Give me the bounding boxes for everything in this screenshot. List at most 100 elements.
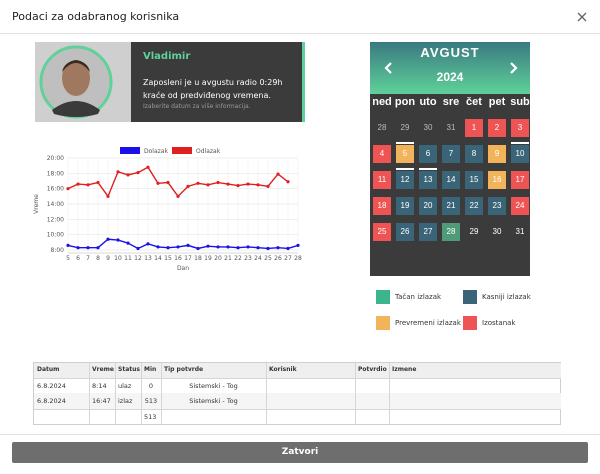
column-header: Izmene: [392, 366, 417, 373]
day-cell: [511, 119, 529, 137]
x-tick-label: 6: [76, 255, 80, 262]
day-cell: [396, 197, 414, 215]
day-label[interactable]: 4: [379, 149, 385, 158]
data-point: [276, 246, 280, 250]
day-label[interactable]: 23: [492, 201, 502, 210]
day-label[interactable]: 13: [423, 175, 433, 184]
profile-hint: Izaberite datum za više informacija.: [143, 103, 251, 110]
modal-header: [0, 0, 600, 34]
day-cell: [465, 119, 483, 137]
day-label[interactable]: 18: [377, 201, 387, 210]
day-label[interactable]: 20: [423, 201, 433, 210]
day-cell: [465, 171, 483, 189]
day-label[interactable]: 21: [446, 201, 456, 210]
next-month[interactable]: [508, 62, 518, 74]
day-label[interactable]: 29: [469, 227, 479, 236]
day-label[interactable]: 12: [400, 175, 410, 184]
day-label[interactable]: 5: [402, 149, 408, 158]
y-tick-label: 10:00: [47, 232, 64, 239]
day-label[interactable]: 17: [515, 175, 525, 184]
y-tick-label: 8:00: [51, 247, 65, 254]
cell: Sistemski - Tog: [189, 397, 238, 405]
cell: 8:14: [92, 382, 107, 390]
day-label[interactable]: 19: [400, 201, 410, 210]
day-label[interactable]: 25: [377, 227, 387, 236]
cell: 513: [144, 397, 158, 405]
day-label[interactable]: 28: [377, 123, 387, 132]
day-label[interactable]: 8: [471, 149, 477, 158]
day-label[interactable]: 31: [446, 123, 456, 132]
legend-swatch: [463, 316, 477, 330]
data-point: [266, 246, 270, 251]
weekday: pet: [488, 96, 506, 108]
x-tick-label: 7: [86, 255, 90, 262]
data-point: [66, 187, 70, 191]
data-point: [66, 243, 70, 247]
x-tick-label: 10: [114, 255, 122, 262]
column-header: Min: [144, 366, 157, 373]
day-label[interactable]: 16: [492, 175, 502, 184]
close-button[interactable]: [576, 11, 588, 23]
weekday: pon: [394, 96, 416, 108]
legend-swatch: [120, 147, 140, 154]
day-label[interactable]: 14: [446, 175, 456, 184]
calendar-year: 2024: [436, 70, 464, 84]
cell: 16:47: [92, 397, 111, 405]
day-label[interactable]: 15: [469, 175, 479, 184]
data-point: [196, 246, 200, 251]
data-point: [86, 183, 90, 187]
x-axis-label: Dan: [177, 265, 189, 272]
data-point: [86, 246, 90, 250]
data-point: [106, 237, 110, 241]
day-label[interactable]: 10: [515, 149, 525, 158]
modal-title: Podaci za odabranog korisnika: [12, 10, 180, 23]
day-cell: [419, 223, 437, 241]
cell: Sistemski - Tog: [189, 382, 238, 390]
day-marker: [396, 142, 414, 144]
day-cell: [465, 145, 483, 163]
data-point: [136, 170, 140, 175]
profile-message: Zaposleni je u avgustu radio 0:29h kraće…: [143, 78, 283, 100]
legend-label: Kasniji izlazak: [482, 293, 531, 301]
data-point: [176, 194, 180, 198]
data-point: [106, 194, 110, 198]
data-point: [156, 245, 160, 249]
data-point: [226, 245, 230, 249]
data-point: [246, 182, 250, 186]
day-label[interactable]: 27: [423, 227, 433, 236]
day-cell: [373, 223, 391, 241]
data-point: [236, 184, 240, 188]
day-cell: [419, 145, 437, 163]
day-label[interactable]: 24: [515, 201, 525, 210]
day-label[interactable]: 7: [448, 149, 454, 158]
day-label[interactable]: 30: [423, 123, 433, 132]
legend-swatch: [463, 290, 477, 304]
weekday: sre: [442, 96, 460, 108]
day-label[interactable]: 30: [492, 227, 502, 236]
data-point: [226, 182, 230, 186]
data-point: [246, 245, 250, 249]
column-header: Status: [118, 366, 140, 373]
day-label[interactable]: 2: [494, 123, 500, 132]
day-label[interactable]: 3: [517, 123, 523, 132]
data-point: [116, 238, 120, 242]
day-label[interactable]: 1: [471, 123, 477, 132]
day-label[interactable]: 28: [446, 227, 456, 236]
close-button[interactable]: Zatvori: [12, 442, 588, 463]
data-point: [186, 243, 190, 247]
x-tick-label: 12: [134, 255, 142, 262]
day-label[interactable]: 11: [377, 175, 387, 184]
prev-month[interactable]: [384, 62, 394, 74]
series-line: [67, 238, 299, 250]
day-label[interactable]: 31: [515, 227, 525, 236]
day-label[interactable]: 29: [400, 123, 410, 132]
day-cell: [511, 171, 529, 189]
data-point: [276, 172, 280, 176]
day-label[interactable]: 26: [400, 227, 410, 236]
day-label[interactable]: 6: [425, 149, 431, 158]
data-point: [76, 182, 80, 186]
day-label[interactable]: 9: [494, 149, 500, 158]
day-label[interactable]: 22: [469, 201, 479, 210]
cell: 6.8.2024: [37, 382, 66, 390]
legend-swatch: [376, 290, 390, 304]
